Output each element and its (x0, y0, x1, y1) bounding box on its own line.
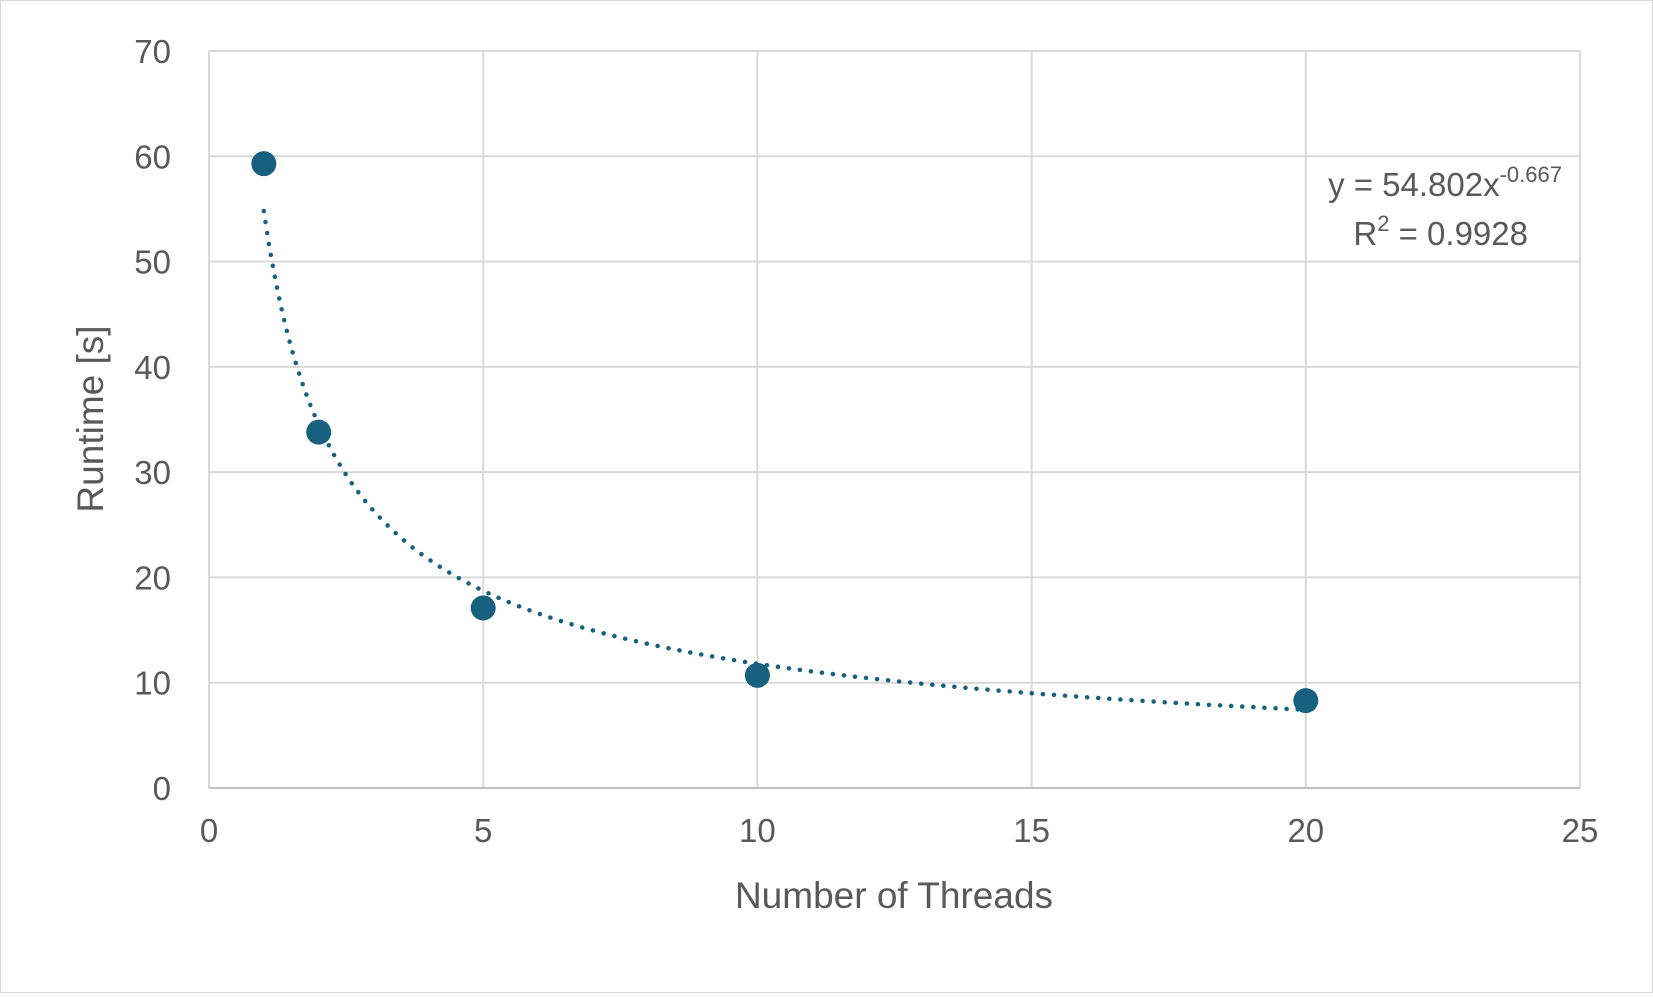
y-tick-label: 60 (134, 138, 171, 175)
trendline-path (261, 208, 1309, 713)
r2-label: R (1353, 215, 1377, 252)
trendline-equation-label: y = 54.802x-0.667 R2 = 0.9928 (1328, 162, 1562, 252)
equation-text: y = 54.802x (1328, 166, 1500, 203)
r2-superscript: 2 (1377, 211, 1389, 236)
y-tick-label: 20 (134, 559, 171, 596)
r2-value: = 0.9928 (1389, 215, 1528, 252)
x-tick-label: 25 (1562, 812, 1599, 849)
data-point (1293, 688, 1319, 714)
x-axis-title: Number of Threads (735, 875, 1053, 916)
data-point (306, 419, 332, 445)
y-tick-label: 70 (134, 33, 171, 70)
y-tick-label: 10 (134, 665, 171, 702)
gridlines (208, 50, 1581, 788)
y-axis-title: Runtime [s] (70, 325, 111, 512)
svg-text:y = 54.802x-0.667: y = 54.802x-0.667 (1328, 162, 1562, 203)
y-tick-label: 40 (134, 349, 171, 386)
svg-text:R2 = 0.9928: R2 = 0.9928 (1353, 211, 1528, 252)
equation-exponent: -0.667 (1500, 162, 1562, 187)
y-tick-label: 50 (134, 244, 171, 281)
data-point (251, 151, 277, 177)
data-points (251, 151, 1319, 714)
data-point (744, 662, 770, 688)
y-tick-labels: 0 10 20 30 40 50 60 70 (134, 33, 171, 807)
data-point (470, 595, 496, 621)
x-tick-label: 0 (200, 812, 218, 849)
x-tick-label: 10 (739, 812, 776, 849)
x-tick-label: 20 (1287, 812, 1324, 849)
y-tick-label: 30 (134, 454, 171, 491)
x-tick-label: 5 (474, 812, 492, 849)
x-tick-labels: 0 5 10 15 20 25 (200, 812, 1599, 849)
trendline (261, 208, 1309, 713)
x-tick-label: 15 (1013, 812, 1050, 849)
y-tick-label: 0 (153, 770, 171, 807)
